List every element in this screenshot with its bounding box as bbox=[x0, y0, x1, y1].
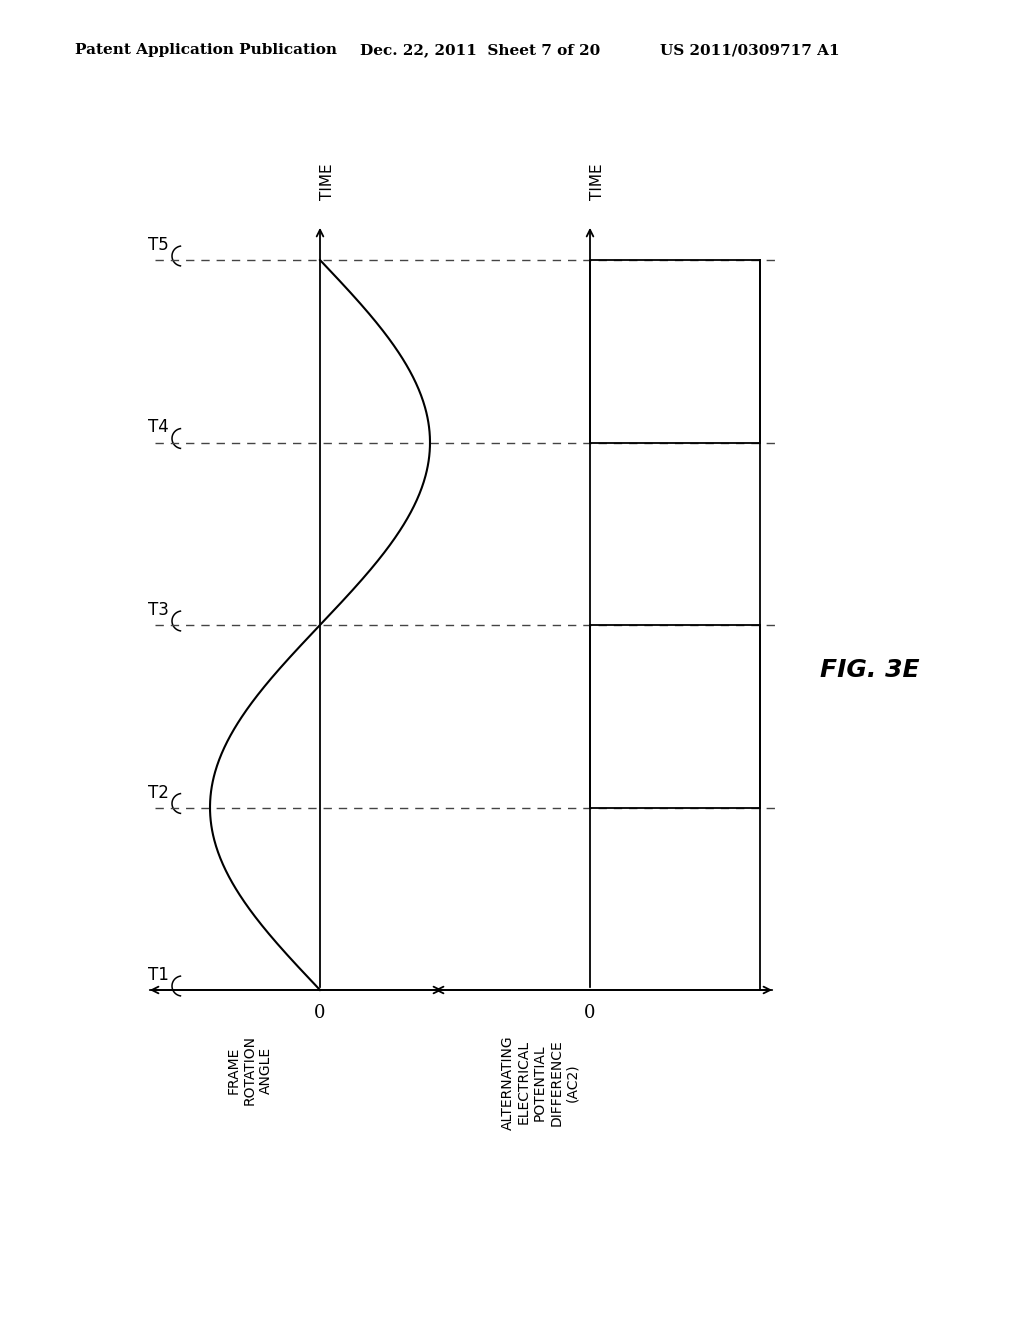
Text: T4: T4 bbox=[148, 418, 169, 437]
Text: 0: 0 bbox=[314, 1005, 326, 1022]
Text: TIME: TIME bbox=[591, 164, 605, 201]
Text: T2: T2 bbox=[148, 784, 169, 801]
Text: ALTERNATING
ELECTRICAL
POTENTIAL
DIFFERENCE
(AC2): ALTERNATING ELECTRICAL POTENTIAL DIFFERE… bbox=[501, 1035, 580, 1130]
Text: T1: T1 bbox=[148, 966, 169, 983]
Text: Dec. 22, 2011  Sheet 7 of 20: Dec. 22, 2011 Sheet 7 of 20 bbox=[360, 44, 600, 57]
Text: US 2011/0309717 A1: US 2011/0309717 A1 bbox=[660, 44, 840, 57]
Text: Patent Application Publication: Patent Application Publication bbox=[75, 44, 337, 57]
Text: 0: 0 bbox=[585, 1005, 596, 1022]
Text: T5: T5 bbox=[148, 236, 169, 253]
Text: FRAME
ROTATION
ANGLE: FRAME ROTATION ANGLE bbox=[226, 1035, 273, 1105]
Text: T3: T3 bbox=[148, 601, 169, 619]
Text: TIME: TIME bbox=[321, 164, 336, 201]
Text: FIG. 3E: FIG. 3E bbox=[820, 657, 920, 682]
